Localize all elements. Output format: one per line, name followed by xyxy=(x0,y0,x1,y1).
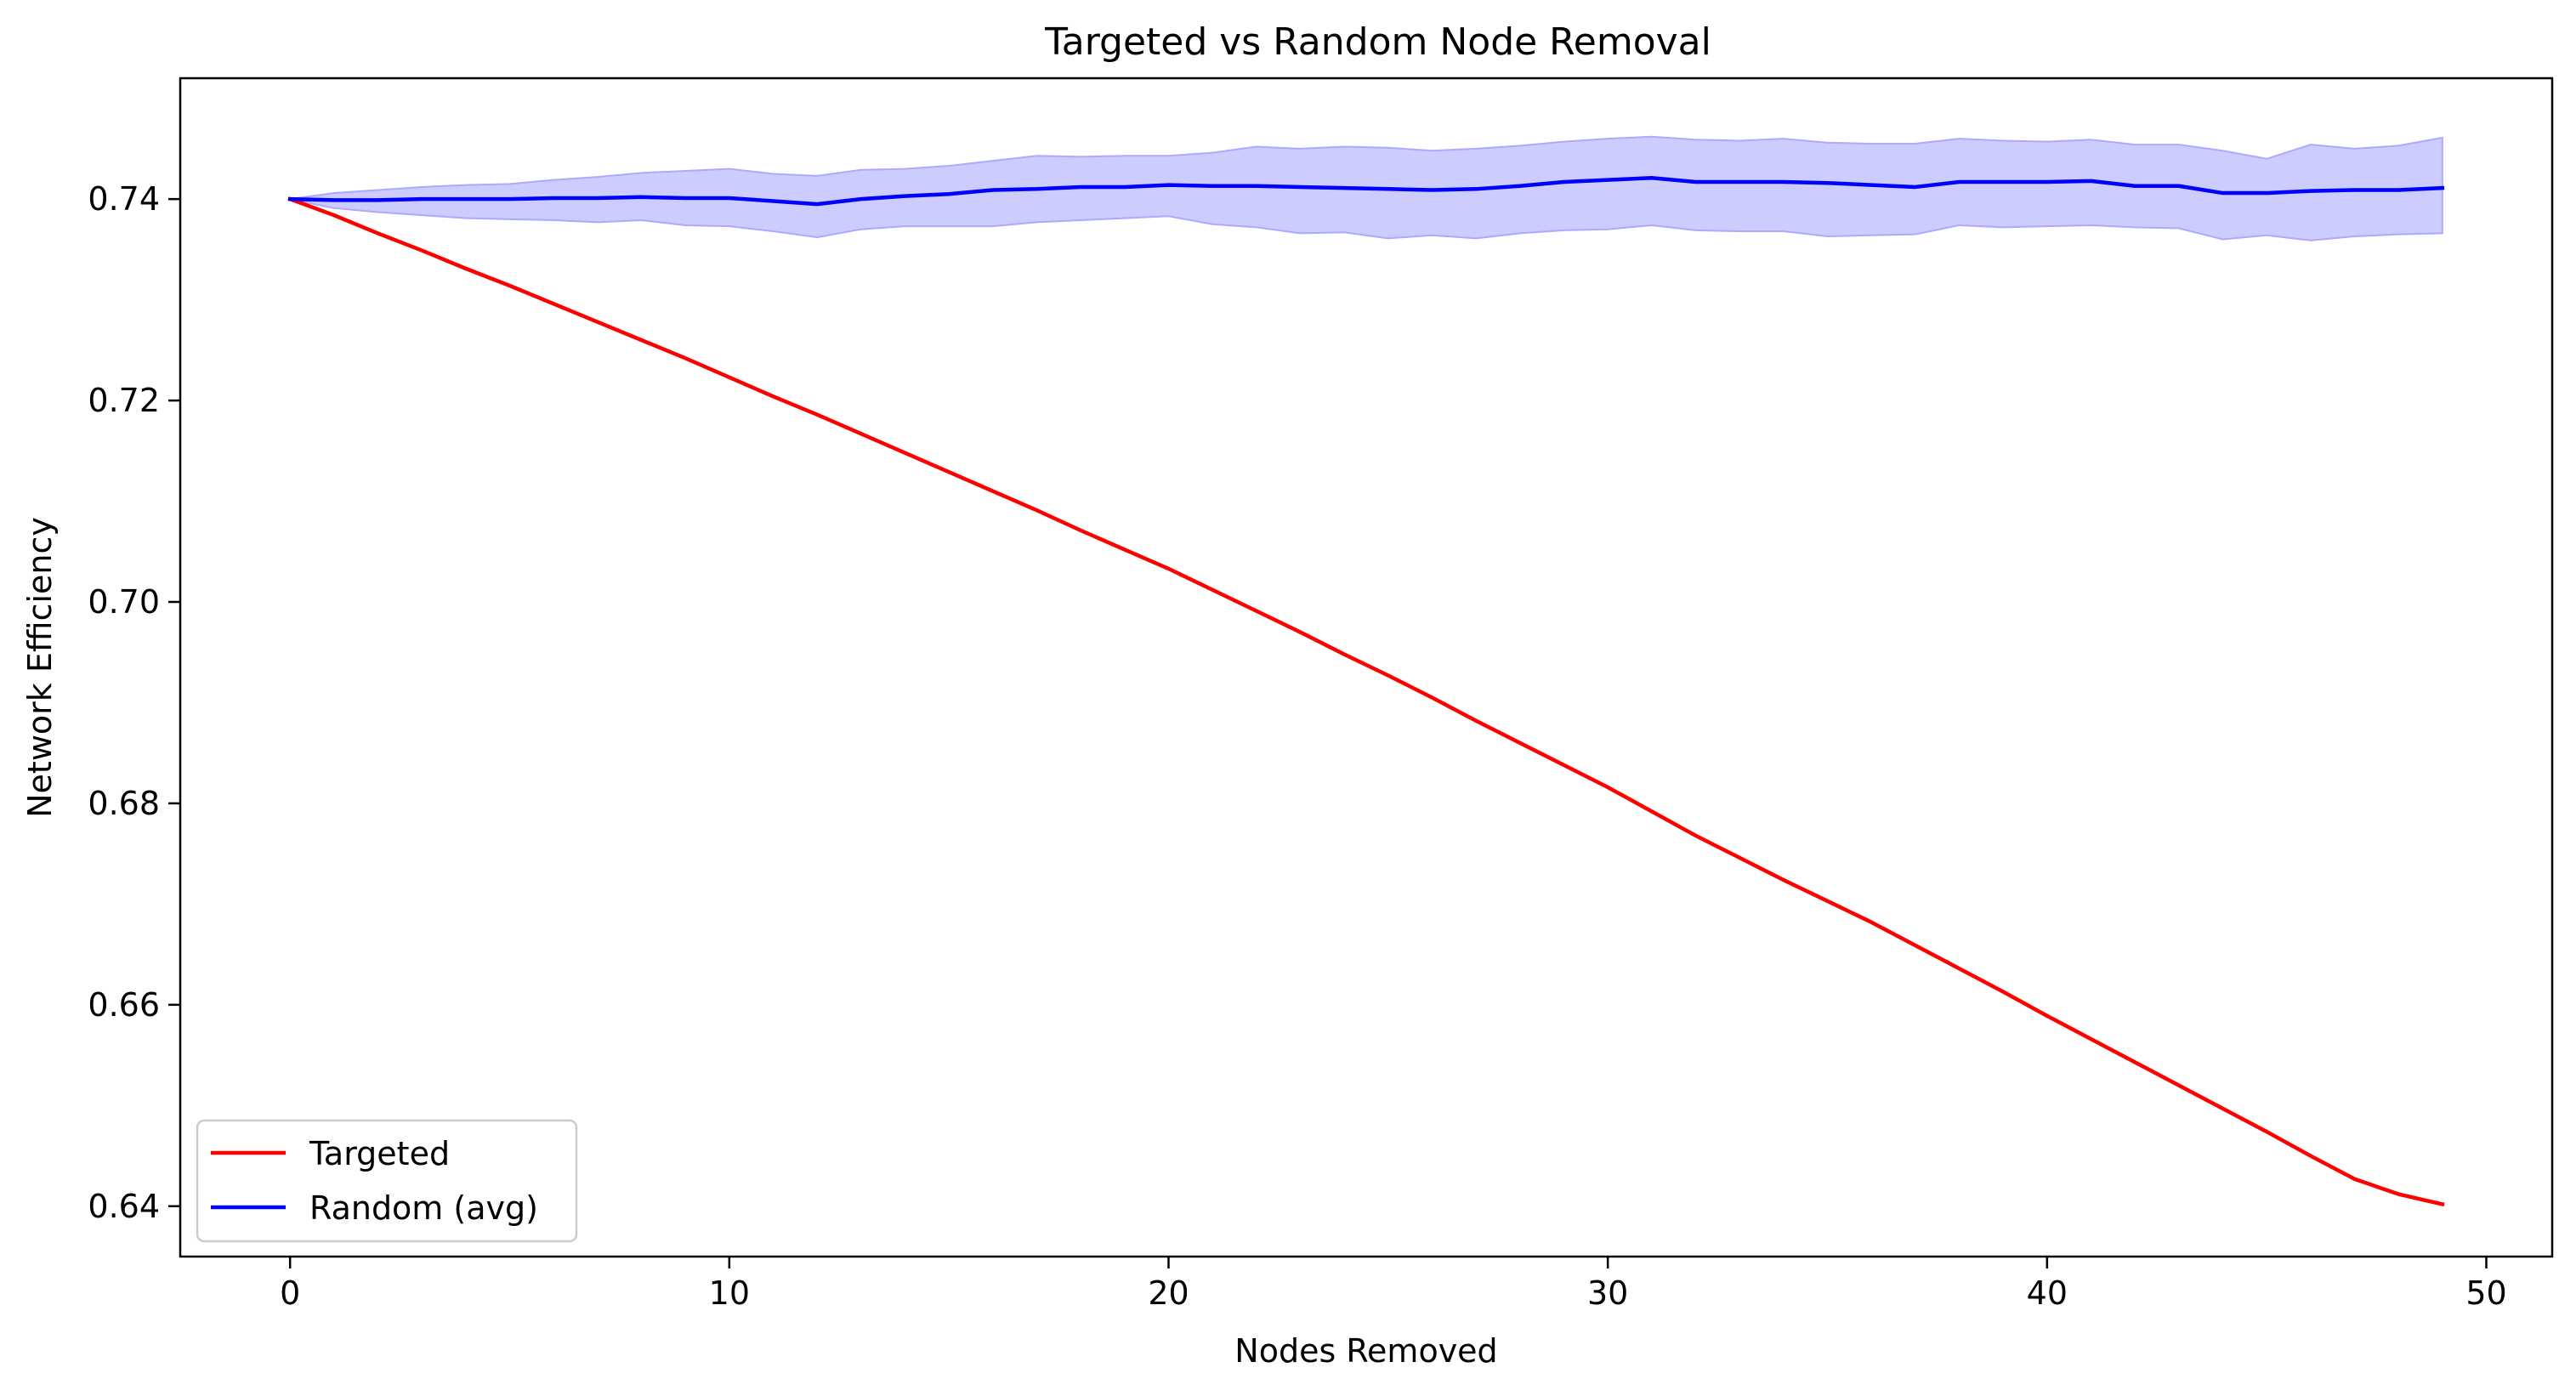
series-line-random-avg xyxy=(287,176,2445,207)
plot-area xyxy=(287,135,2445,1207)
x-axis-label: Nodes Removed xyxy=(1234,1332,1497,1370)
y-axis-label: Network Efficiency xyxy=(21,517,59,818)
y-tick-label: 0.64 xyxy=(88,1188,160,1225)
x-tick-label: 30 xyxy=(1587,1274,1628,1312)
x-tick-label: 40 xyxy=(2027,1274,2068,1312)
x-tick-label: 20 xyxy=(1148,1274,1189,1312)
y-tick-label: 0.68 xyxy=(88,785,160,822)
y-tick-label: 0.72 xyxy=(88,382,160,419)
axes-frame xyxy=(179,77,2554,1258)
x-axis: 0 10 20 30 40 50 xyxy=(280,1257,2507,1312)
legend-label-targeted: Targeted xyxy=(309,1135,450,1172)
y-tick-label: 0.70 xyxy=(88,583,160,621)
x-tick-label: 10 xyxy=(709,1274,750,1312)
y-axis: 0.64 0.66 0.68 0.70 0.72 0.74 xyxy=(88,180,180,1225)
y-tick-label: 0.74 xyxy=(88,180,160,218)
chart-title: Targeted vs Random Node Removal xyxy=(1044,20,1711,64)
series-line-targeted xyxy=(287,196,2445,1207)
legend-label-random-avg: Random (avg) xyxy=(309,1189,538,1227)
legend-box xyxy=(196,1119,578,1243)
x-tick-label: 50 xyxy=(2465,1274,2506,1312)
x-tick-label: 0 xyxy=(280,1274,300,1312)
y-tick-label: 0.66 xyxy=(88,986,160,1024)
legend: Targeted Random (avg) xyxy=(196,1119,578,1243)
